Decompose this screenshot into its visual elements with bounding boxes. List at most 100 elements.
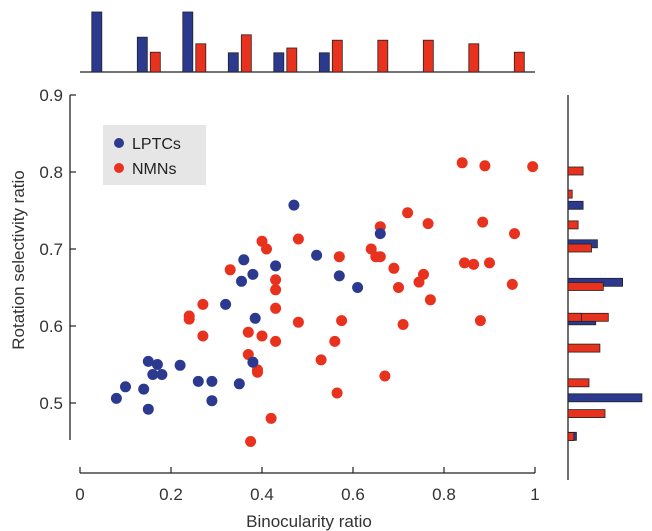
point-nmns xyxy=(393,282,404,293)
point-nmns xyxy=(329,335,341,347)
point-lptcs xyxy=(151,359,163,370)
point-nmns xyxy=(509,228,520,240)
point-nmns xyxy=(270,274,282,286)
point-nmns xyxy=(527,161,539,173)
point-lptcs xyxy=(236,275,247,287)
point-lptcs xyxy=(311,249,323,261)
top-bar-nmns xyxy=(377,39,389,73)
point-nmns xyxy=(183,310,195,322)
top-bar-nmns xyxy=(149,51,161,73)
top-bar-lptcs xyxy=(182,11,194,73)
top-bar-lptcs xyxy=(318,52,330,73)
point-lptcs xyxy=(247,356,259,368)
point-lptcs xyxy=(142,403,154,415)
point-lptcs xyxy=(206,395,218,407)
point-nmns xyxy=(265,412,277,424)
point-nmns xyxy=(256,330,268,342)
top-bar-nmns xyxy=(422,39,434,73)
point-nmns xyxy=(242,326,254,338)
top-bar-nmns xyxy=(240,34,252,73)
top-bar-nmns xyxy=(331,39,343,73)
point-nmns xyxy=(245,436,257,447)
point-nmns xyxy=(424,294,436,306)
point-lptcs xyxy=(238,254,250,266)
right-bar-nmns xyxy=(567,409,606,419)
top-bar-lptcs xyxy=(273,52,285,73)
y-tick-label: 0.5 xyxy=(39,394,63,413)
legend-label-lptcs: LPTCs xyxy=(132,136,181,153)
legend-marker-lptcs xyxy=(114,138,124,148)
point-nmns xyxy=(261,243,272,255)
point-nmns xyxy=(479,160,491,172)
point-lptcs xyxy=(333,270,345,282)
right-bar-nmns xyxy=(567,282,604,291)
point-nmns xyxy=(459,257,470,269)
top-bar-nmns xyxy=(513,51,525,73)
right-bar-nmns xyxy=(567,189,573,199)
point-lptcs xyxy=(192,375,204,387)
right-marginal-histogram xyxy=(567,95,643,480)
point-lptcs xyxy=(270,260,282,272)
point-nmns xyxy=(336,315,348,327)
point-nmns xyxy=(456,157,468,169)
point-nmns xyxy=(397,319,409,330)
top-bar-nmns xyxy=(195,43,207,73)
point-lptcs xyxy=(147,369,159,380)
top-marginal-histogram xyxy=(80,11,535,73)
point-lptcs xyxy=(206,375,218,387)
point-nmns xyxy=(292,316,304,328)
point-nmns xyxy=(333,251,345,263)
point-nmns xyxy=(402,207,414,219)
x-tick-group: 0 0.2 0.4 0.6 0.8 1 xyxy=(75,467,540,504)
legend-background xyxy=(103,125,206,185)
point-nmns xyxy=(374,251,386,263)
right-bar-nmns xyxy=(567,312,582,322)
right-bar-lptcs xyxy=(567,200,584,210)
point-nmns xyxy=(224,264,236,276)
top-bar-lptcs xyxy=(227,52,239,73)
point-nmns xyxy=(270,302,282,314)
point-nmns xyxy=(422,218,434,230)
top-bar-lptcs xyxy=(136,36,148,73)
point-lptcs xyxy=(220,298,232,310)
point-nmns xyxy=(484,257,495,269)
point-lptcs xyxy=(288,199,300,211)
y-tick-label: 0.9 xyxy=(39,86,63,105)
point-nmns xyxy=(506,278,518,290)
point-nmns xyxy=(197,298,209,310)
legend-marker-nmns xyxy=(114,163,124,173)
point-nmns xyxy=(331,387,343,399)
scatter-points xyxy=(110,157,539,447)
right-bar-lptcs xyxy=(567,393,643,403)
point-lptcs xyxy=(249,312,261,324)
x-axis-title: Binocularity ratio xyxy=(246,512,372,531)
y-tick-label: 0.6 xyxy=(39,317,63,336)
point-nmns xyxy=(315,354,327,366)
y-axis-title: Rotation selectivity ratio xyxy=(9,170,28,350)
point-nmns xyxy=(474,315,486,327)
right-bar-nmns xyxy=(567,378,590,388)
point-lptcs xyxy=(110,392,122,404)
scatter-axes: 0 0.2 0.4 0.6 0.8 1 0.5 0.6 0.7 0.8 0.9 Binocular… xyxy=(9,86,540,531)
top-bar-nmns xyxy=(286,47,298,73)
right-bar-nmns xyxy=(567,166,584,176)
top-bar-nmns xyxy=(468,43,480,73)
point-lptcs xyxy=(142,355,154,367)
legend-label-nmns: NMNs xyxy=(132,161,176,178)
x-tick-label: 0.4 xyxy=(250,485,274,504)
x-tick-label: 1 xyxy=(530,485,539,504)
point-lptcs xyxy=(374,228,386,240)
point-lptcs xyxy=(120,381,131,393)
point-nmns xyxy=(197,330,209,342)
point-lptcs xyxy=(174,359,186,371)
right-bar-nmns xyxy=(567,243,592,253)
right-bar-nmns xyxy=(567,343,601,353)
point-nmns xyxy=(477,216,489,228)
x-tick-label: 0.8 xyxy=(432,485,456,504)
x-tick-label: 0 xyxy=(75,485,84,504)
point-nmns xyxy=(379,370,391,382)
point-lptcs xyxy=(233,378,245,390)
point-nmns xyxy=(270,335,282,347)
point-lptcs xyxy=(156,369,168,380)
